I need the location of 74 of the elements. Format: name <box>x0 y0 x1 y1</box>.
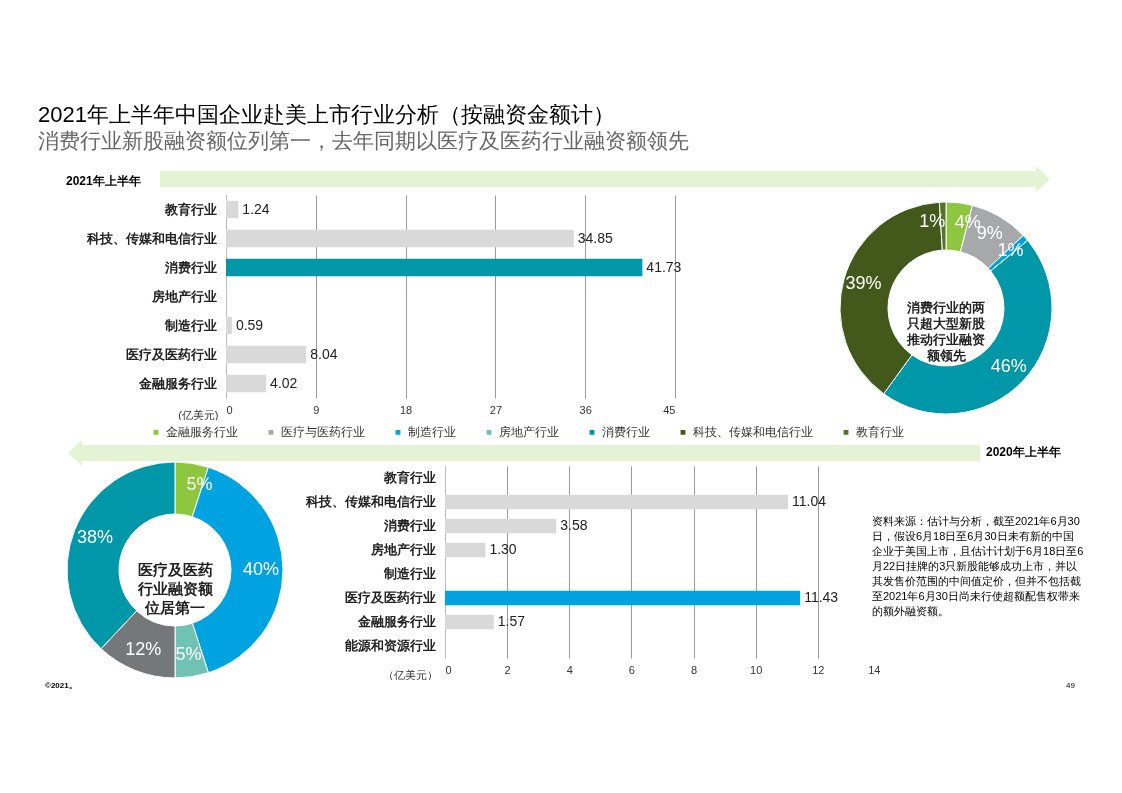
bar <box>445 542 486 558</box>
x-tick-label: 45 <box>663 403 676 416</box>
data-label: 41.73 <box>646 258 682 275</box>
x-axis-title: （亿美元） <box>382 668 438 681</box>
y-tick-label: 医疗及医药行业 <box>125 346 217 362</box>
x-tick-label: 8 <box>691 663 698 676</box>
y-tick-label: 教育行业 <box>163 201 217 217</box>
data-label: 12% <box>125 638 162 659</box>
data-label: 1.30 <box>489 541 517 557</box>
y-tick-label: 制造行业 <box>382 566 436 581</box>
data-label: 1.24 <box>242 200 270 217</box>
x-tick-label: 10 <box>750 663 763 676</box>
x-tick-label: 9 <box>313 403 320 416</box>
x-tick-label: 0 <box>226 403 233 416</box>
y-tick-label: 能源和资源行业 <box>344 638 436 653</box>
legend-label: 制造行业 <box>408 425 456 440</box>
chart-title: 2021年上半年中国企业赴美上市行业分析（按融资金额计） <box>38 102 615 127</box>
bar <box>226 316 232 335</box>
x-tick-label: 14 <box>868 663 881 676</box>
x-tick-label: 4 <box>566 663 573 676</box>
x-tick-label: 12 <box>812 663 825 676</box>
bar <box>226 258 643 277</box>
legend-label: 教育行业 <box>856 425 904 440</box>
data-label: 8.04 <box>310 345 338 362</box>
text: 2020年上半年 <box>986 444 1061 461</box>
bar <box>445 494 789 510</box>
y-tick-label: 消费行业 <box>163 259 217 275</box>
bar <box>226 345 307 364</box>
text: 医疗及医药行业融资额位居第一 <box>136 561 214 616</box>
x-tick-label: 36 <box>579 403 592 416</box>
data-label: 46% <box>990 355 1027 376</box>
x-tick-label: 18 <box>399 403 413 416</box>
x-axis-title: (亿美元) <box>178 408 219 421</box>
legend-label: 消费行业 <box>602 425 650 440</box>
data-label: 1.57 <box>497 613 526 629</box>
bar <box>445 614 494 630</box>
y-tick-label: 金融服务行业 <box>137 375 217 391</box>
y-tick-label: 金融服务行业 <box>356 614 436 629</box>
y-tick-label: 医疗及医药行业 <box>344 590 436 605</box>
x-tick-label: 0 <box>445 663 452 676</box>
bar <box>226 229 574 248</box>
y-tick-label: 房地产行业 <box>150 288 217 304</box>
data-label: 11.43 <box>804 589 839 605</box>
y-tick-label: 教育行业 <box>382 470 436 485</box>
text: 消费行业的两只超大型新股推动行业融资额领先 <box>906 300 986 363</box>
chart-subtitle: 消费行业新股融资额位列第一，去年同期以医疗及医药行业融资额领先 <box>38 129 689 152</box>
x-tick-label: 2 <box>504 663 511 676</box>
y-tick-label: 科技、传媒和电信行业 <box>304 494 436 509</box>
data-label: 34.85 <box>577 229 613 246</box>
data-label: 0.59 <box>235 316 264 333</box>
y-tick-label: 制造行业 <box>163 317 217 333</box>
bar <box>226 200 239 219</box>
data-label: 39% <box>845 273 882 294</box>
bar <box>445 518 557 534</box>
data-label: 3.58 <box>560 517 588 533</box>
text: 2021年上半年 <box>66 173 141 190</box>
y-tick-label: 科技、传媒和电信行业 <box>85 230 217 246</box>
text: ©2021。 <box>45 680 77 692</box>
annotation: 资料来源：估计与分析，截至2021年6月30日，假设6月18日至6月30日未有新的中国企业于美国上市，且估计计划于6月18日至6月22日挂牌的3只新股能够成功上市，并以其发售价范围的中间值定价，但并不包括截至2021年6月30日尚未行使超额配售权带来的额外融资额。 <box>872 514 1084 619</box>
legend-label: 医疗与医药行业 <box>281 425 365 440</box>
data-label: 38% <box>77 527 114 548</box>
y-tick-label: 房地产行业 <box>369 542 436 557</box>
y-tick-label: 消费行业 <box>382 518 436 533</box>
data-label: 4.02 <box>270 374 298 391</box>
text: 49 <box>1066 680 1075 692</box>
data-label: 11.04 <box>792 493 827 509</box>
data-label: 40% <box>242 559 280 579</box>
data-label: 5% <box>175 643 202 664</box>
legend-label: 科技、传媒和电信行业 <box>693 425 813 440</box>
x-tick-label: 27 <box>489 403 503 416</box>
legend-label: 房地产行业 <box>499 425 559 440</box>
bar <box>226 374 267 393</box>
x-tick-label: 6 <box>628 663 635 676</box>
bar <box>445 590 801 606</box>
